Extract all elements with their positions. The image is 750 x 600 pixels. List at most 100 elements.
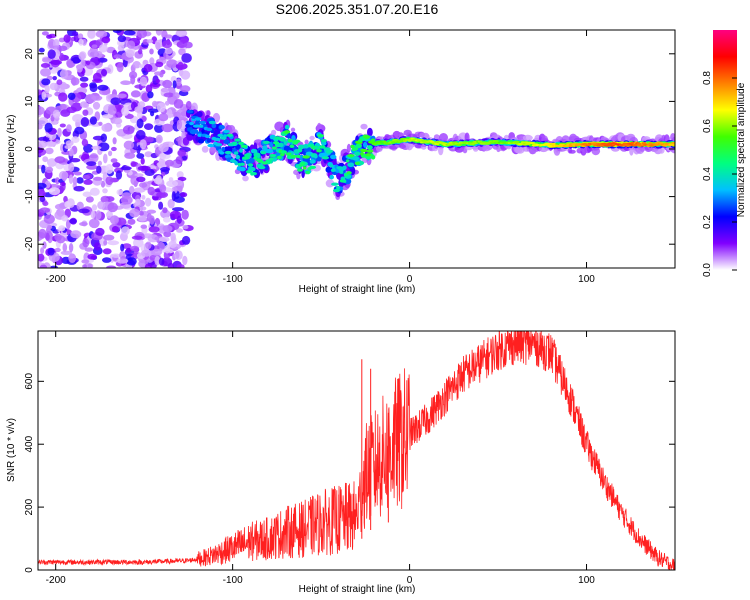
noise-blob	[54, 203, 66, 210]
noise-blob	[38, 47, 45, 53]
ridge-blob	[330, 154, 337, 160]
noise-blob	[58, 225, 66, 232]
ridge-blob	[370, 155, 376, 160]
noise-blob	[130, 245, 140, 252]
noise-blob	[120, 166, 132, 171]
noise-blob	[50, 60, 62, 65]
noise-blob	[98, 142, 110, 152]
noise-blob	[121, 226, 130, 236]
noise-blob	[45, 232, 50, 241]
noise-blob	[146, 39, 154, 44]
noise-blob	[180, 70, 191, 80]
ridge-blob	[302, 155, 311, 159]
ridge-blob	[296, 168, 303, 172]
noise-blob	[176, 171, 184, 179]
ridge-blob	[330, 168, 336, 172]
ridge-blob	[206, 138, 212, 143]
noise-blob	[102, 188, 108, 194]
ridge-blob	[276, 155, 282, 160]
noise-blob	[137, 215, 147, 222]
noise-blob	[67, 92, 76, 101]
noise-blob	[116, 258, 129, 264]
noise-blob	[82, 191, 92, 198]
noise-blob	[138, 210, 144, 216]
noise-blob	[166, 59, 178, 68]
ridge-blob	[192, 124, 200, 128]
noise-blob	[98, 44, 108, 53]
noise-blob	[41, 164, 46, 174]
noise-blob	[58, 92, 68, 102]
noise-blob	[60, 181, 66, 187]
ridge-blob	[668, 143, 675, 146]
snr-ytick-label: 0	[24, 567, 35, 573]
noise-blob	[165, 159, 174, 167]
noise-blob	[66, 106, 77, 114]
ridge-blob	[472, 142, 478, 145]
ridge-blob	[284, 124, 290, 130]
noise-blob	[47, 224, 53, 230]
ridge-blob	[367, 145, 373, 150]
noise-blob	[96, 165, 102, 174]
ridge-blob	[274, 136, 281, 140]
noise-blob	[91, 44, 98, 49]
noise-blob	[89, 116, 97, 125]
noise-blob	[159, 184, 167, 193]
noise-blob	[59, 123, 66, 128]
noise-blob	[180, 38, 189, 43]
ridge-blob	[269, 141, 274, 148]
noise-blob	[80, 101, 88, 108]
ridge-blob	[223, 129, 231, 134]
noise-blob	[97, 84, 109, 91]
noise-blob	[121, 106, 129, 117]
noise-blob	[85, 60, 91, 66]
noise-blob	[92, 72, 102, 83]
snr-xtick-label: -200	[46, 575, 66, 586]
ridge-blob	[289, 144, 295, 148]
noise-blob	[59, 52, 65, 62]
noise-blob	[102, 257, 112, 263]
ridge-blob	[250, 172, 257, 176]
ridge-blob	[245, 170, 252, 174]
noise-blob	[88, 218, 100, 229]
noise-blob	[134, 106, 143, 113]
ridge-blob	[242, 156, 250, 160]
noise-blob	[87, 30, 96, 39]
noise-blob	[117, 93, 127, 99]
noise-blob	[181, 53, 192, 63]
ridge-blob	[316, 149, 322, 153]
ridge-blob	[280, 152, 285, 157]
colorbar-tick-label: 0.0	[702, 263, 713, 277]
ridge-blob	[287, 139, 293, 143]
ridge-blob	[298, 144, 305, 150]
noise-blob	[162, 225, 173, 233]
noise-blob	[135, 129, 146, 140]
ridge-blob	[213, 137, 221, 142]
noise-blob	[70, 77, 80, 86]
ridge-blob	[336, 185, 341, 190]
noise-blob	[39, 207, 51, 213]
noise-blob	[82, 238, 90, 248]
ridge-blob	[365, 153, 372, 157]
noise-blob	[82, 174, 91, 180]
noise-blob	[178, 48, 186, 56]
spectrogram-xlabel: Height of straight line (km)	[299, 284, 416, 295]
noise-blob	[76, 201, 84, 211]
ridge-blob	[355, 143, 362, 149]
noise-blob	[82, 109, 89, 116]
noise-blob	[130, 74, 136, 85]
noise-blob	[57, 127, 62, 138]
noise-blob	[126, 257, 137, 266]
noise-blob	[145, 197, 152, 207]
ridge-blob	[208, 120, 216, 125]
noise-blob	[158, 236, 170, 242]
noise-blob	[120, 80, 132, 85]
noise-blob	[58, 45, 68, 51]
noise-blob	[173, 99, 184, 109]
noise-blob	[159, 72, 164, 78]
ridge-halo	[360, 123, 368, 130]
ridge-blob	[345, 159, 350, 163]
ridge-blob	[309, 159, 316, 164]
noise-blob	[146, 209, 157, 214]
noise-blob	[176, 264, 185, 268]
noise-blob	[124, 152, 136, 159]
